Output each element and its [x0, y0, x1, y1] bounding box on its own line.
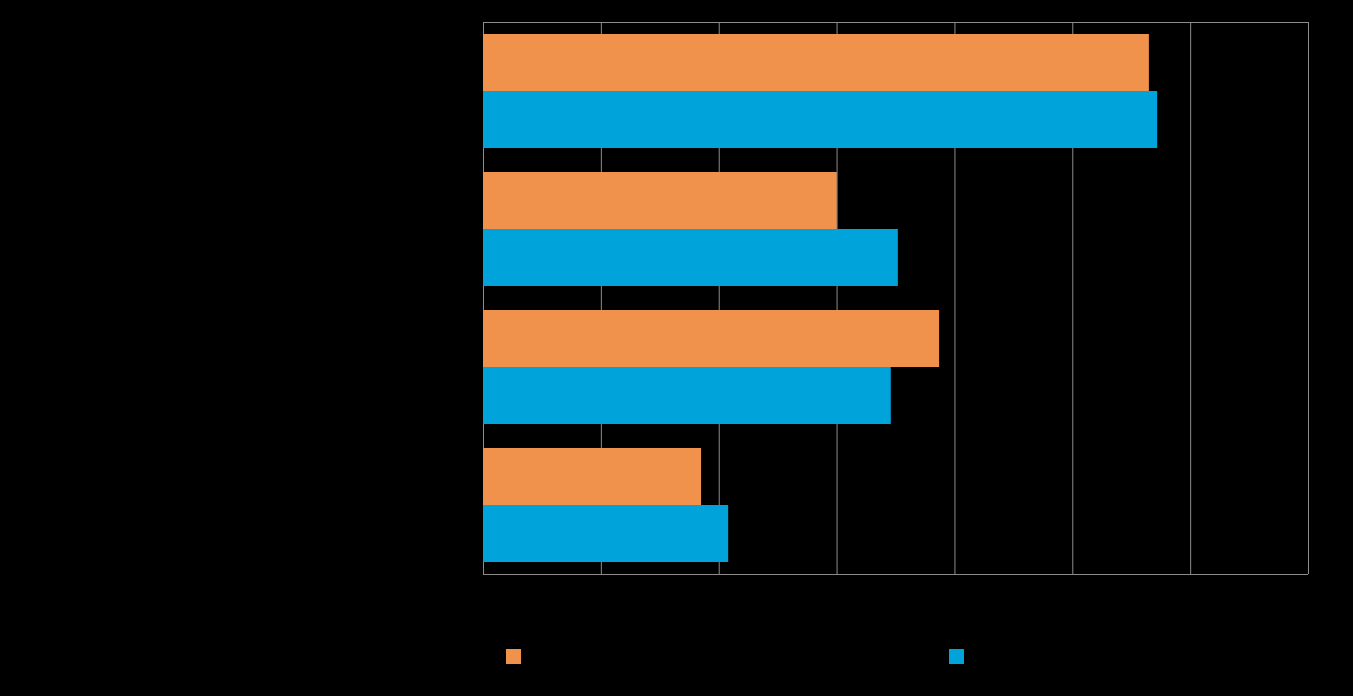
bar-series1-cat3 — [483, 310, 940, 367]
legend-swatch-series2 — [949, 649, 964, 664]
axes — [483, 22, 1308, 575]
bar-series2-cat1 — [483, 91, 1158, 148]
bar-series1-cat2 — [483, 172, 837, 229]
legend-swatch-series1 — [506, 649, 521, 664]
bar-series2-cat4 — [483, 505, 729, 562]
bars — [483, 34, 1158, 562]
bar-series1-cat1 — [483, 34, 1149, 91]
legend — [506, 649, 964, 664]
bar-series2-cat3 — [483, 367, 891, 424]
bar-series2-cat2 — [483, 229, 898, 286]
bar-series1-cat4 — [483, 448, 702, 505]
